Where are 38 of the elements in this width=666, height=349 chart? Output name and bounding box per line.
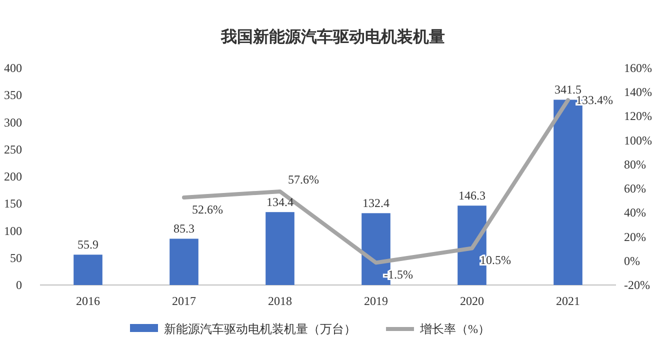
data-label: 52.6% xyxy=(192,202,223,216)
bar xyxy=(170,238,198,285)
data-label: 57.6% xyxy=(288,172,319,186)
y2-tick-label: 0% xyxy=(624,254,640,268)
legend-label: 增长率（%） xyxy=(419,322,490,336)
y-tick-label: 150 xyxy=(4,196,22,211)
y2-tick-label: 160% xyxy=(624,61,652,75)
y-tick-label: 400 xyxy=(4,61,22,75)
data-label: 85.3 xyxy=(174,222,194,236)
y-tick-label: 250 xyxy=(4,142,22,156)
data-label: 132.4 xyxy=(362,196,390,210)
x-tick-label: 2021 xyxy=(556,294,580,308)
y2-tick-label: 120% xyxy=(624,109,652,124)
x-tick-label: 2018 xyxy=(268,294,292,308)
x-tick-label: 2019 xyxy=(364,294,388,308)
bar xyxy=(74,254,102,285)
y2-tick-label: 60% xyxy=(624,182,646,196)
y2-tick-label: -20% xyxy=(624,278,650,292)
y-tick-label: 100 xyxy=(4,224,22,238)
y2-tick-label: 40% xyxy=(624,206,646,220)
x-tick-label: 2017 xyxy=(172,294,196,308)
data-label: 134.4 xyxy=(266,195,294,210)
x-tick-label: 2016 xyxy=(76,294,100,308)
y-tick-label: 200 xyxy=(4,170,22,184)
y-tick-label: 0 xyxy=(16,278,22,292)
data-label: 146.3 xyxy=(458,188,486,203)
y-tick-label: 350 xyxy=(4,88,22,102)
data-label: 55.9 xyxy=(78,238,98,252)
y2-tick-label: 100% xyxy=(624,133,652,148)
y2-tick-label: 80% xyxy=(624,157,646,172)
bar xyxy=(266,212,294,285)
y2-tick-label: 140% xyxy=(624,85,652,100)
y-tick-label: 300 xyxy=(4,115,22,130)
legend-label: 新能源汽车驱动电机装机量（万台） xyxy=(164,322,356,336)
y2-tick-label: 20% xyxy=(624,230,646,244)
y-tick-label: 50 xyxy=(10,250,22,265)
x-tick-label: 2020 xyxy=(460,294,484,308)
chart-title: 我国新能源汽车驱动电机装机量 xyxy=(220,28,445,46)
